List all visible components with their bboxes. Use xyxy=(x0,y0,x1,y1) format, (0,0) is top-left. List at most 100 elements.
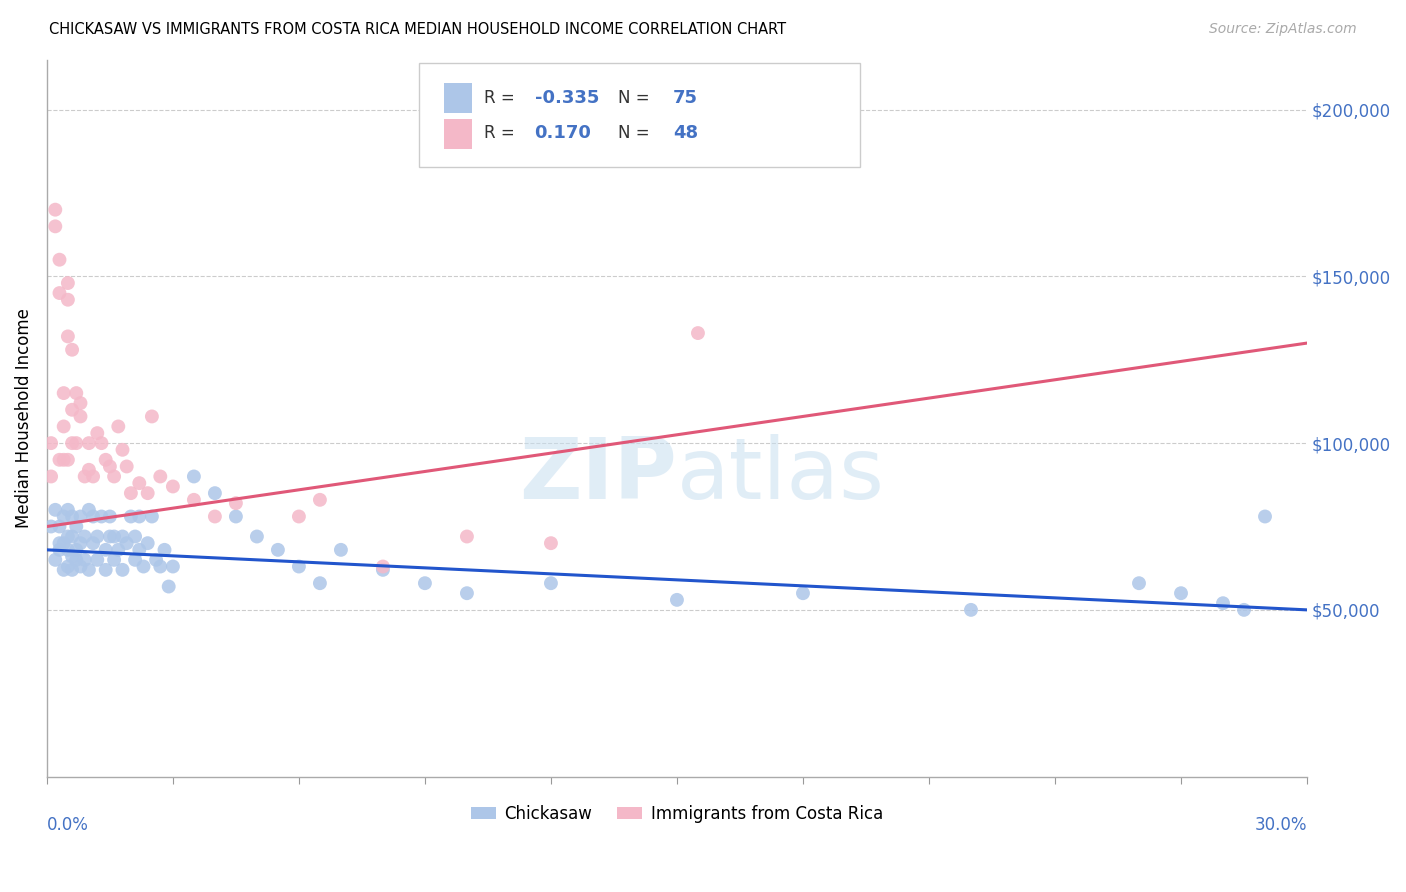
Point xyxy=(183,492,205,507)
Point xyxy=(52,419,75,434)
Point xyxy=(77,563,100,577)
Point xyxy=(86,426,108,441)
Point xyxy=(65,386,87,401)
Point xyxy=(1254,509,1277,524)
Point xyxy=(65,436,87,450)
Point xyxy=(48,519,70,533)
Text: N =: N = xyxy=(617,88,655,107)
Point xyxy=(111,563,134,577)
Point xyxy=(115,459,138,474)
Point xyxy=(145,553,167,567)
Point xyxy=(39,469,62,483)
Point xyxy=(149,559,172,574)
Y-axis label: Median Household Income: Median Household Income xyxy=(15,308,32,528)
Point xyxy=(60,529,83,543)
Point xyxy=(225,496,247,510)
Bar xyxy=(444,120,471,149)
Point xyxy=(60,402,83,417)
Text: 0.170: 0.170 xyxy=(534,125,592,143)
Point xyxy=(98,509,121,524)
Text: atlas: atlas xyxy=(676,434,884,517)
Point xyxy=(60,563,83,577)
Point xyxy=(204,509,226,524)
Point xyxy=(111,529,134,543)
Point xyxy=(103,529,125,543)
Point xyxy=(120,509,142,524)
Text: 0.0%: 0.0% xyxy=(46,816,89,834)
Point xyxy=(792,586,814,600)
Point xyxy=(39,436,62,450)
Point xyxy=(77,436,100,450)
Point xyxy=(371,563,394,577)
Point xyxy=(136,486,159,500)
Point xyxy=(162,559,184,574)
Point xyxy=(288,509,311,524)
Bar xyxy=(444,83,471,113)
Point xyxy=(69,509,91,524)
Point xyxy=(246,529,269,543)
Point xyxy=(69,536,91,550)
Point xyxy=(371,559,394,574)
Point xyxy=(52,536,75,550)
Point xyxy=(77,503,100,517)
Text: ZIP: ZIP xyxy=(519,434,676,517)
Point xyxy=(94,452,117,467)
Point xyxy=(136,536,159,550)
Point xyxy=(69,396,91,410)
Point xyxy=(107,419,129,434)
Point xyxy=(48,252,70,267)
Point xyxy=(1212,596,1234,610)
Point xyxy=(1170,586,1192,600)
Point xyxy=(56,276,79,290)
Point xyxy=(162,479,184,493)
Point xyxy=(44,202,66,217)
Point xyxy=(157,580,180,594)
Point xyxy=(44,503,66,517)
Text: R =: R = xyxy=(484,125,520,143)
Point xyxy=(686,326,709,340)
Text: CHICKASAW VS IMMIGRANTS FROM COSTA RICA MEDIAN HOUSEHOLD INCOME CORRELATION CHAR: CHICKASAW VS IMMIGRANTS FROM COSTA RICA … xyxy=(49,22,786,37)
Point xyxy=(153,542,176,557)
Point xyxy=(69,559,91,574)
FancyBboxPatch shape xyxy=(419,63,859,167)
Legend: Chickasaw, Immigrants from Costa Rica: Chickasaw, Immigrants from Costa Rica xyxy=(464,798,890,830)
Point xyxy=(456,529,478,543)
Point xyxy=(52,563,75,577)
Point xyxy=(65,542,87,557)
Text: 30.0%: 30.0% xyxy=(1254,816,1308,834)
Point xyxy=(540,576,562,591)
Point xyxy=(86,553,108,567)
Point xyxy=(111,442,134,457)
Point xyxy=(90,436,112,450)
Point xyxy=(82,536,104,550)
Point xyxy=(69,409,91,424)
Point xyxy=(132,559,155,574)
Point xyxy=(1128,576,1150,591)
Point xyxy=(56,452,79,467)
Point xyxy=(128,509,150,524)
Point xyxy=(82,469,104,483)
Point xyxy=(94,542,117,557)
Point xyxy=(288,559,311,574)
Point xyxy=(90,509,112,524)
Point xyxy=(183,469,205,483)
Point xyxy=(540,536,562,550)
Text: N =: N = xyxy=(617,125,655,143)
Point xyxy=(56,293,79,307)
Point xyxy=(60,436,83,450)
Point xyxy=(98,459,121,474)
Point xyxy=(107,542,129,557)
Point xyxy=(82,509,104,524)
Point xyxy=(56,503,79,517)
Point xyxy=(73,469,96,483)
Point xyxy=(52,452,75,467)
Point xyxy=(141,409,163,424)
Point xyxy=(665,592,688,607)
Point xyxy=(73,529,96,543)
Point xyxy=(120,486,142,500)
Point xyxy=(56,542,79,557)
Point xyxy=(86,529,108,543)
Point xyxy=(39,519,62,533)
Point xyxy=(413,576,436,591)
Point xyxy=(309,492,332,507)
